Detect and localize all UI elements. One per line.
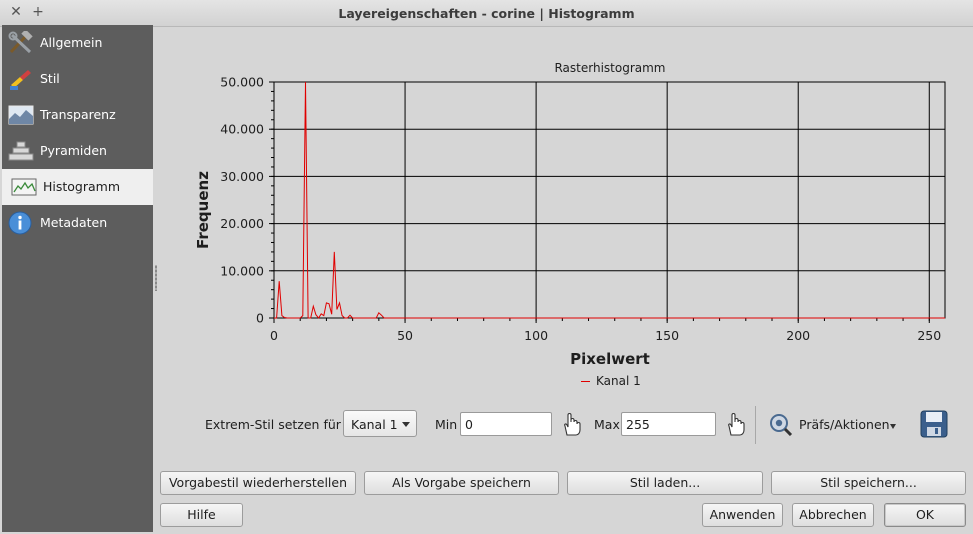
sidebar-item-label: Pyramiden — [40, 143, 107, 158]
x-tick-label: 250 — [917, 328, 941, 343]
max-label: Max — [594, 417, 620, 432]
load-style-button[interactable]: Stil laden... — [567, 471, 763, 495]
title-bar: ✕ + Layereigenschaften - corine | Histog… — [0, 0, 973, 27]
sidebar-item-label: Metadaten — [40, 215, 108, 230]
ok-button[interactable]: OK — [884, 503, 966, 527]
save-as-default-button[interactable]: Als Vorgabe speichern — [364, 471, 559, 495]
pick-min-hand-icon[interactable] — [559, 411, 583, 437]
cancel-button[interactable]: Abbrechen — [792, 503, 874, 527]
prefs-actions-label: Präfs/Aktionen — [799, 417, 890, 432]
apply-button[interactable]: Anwenden — [702, 503, 783, 527]
legend-swatch — [581, 381, 590, 382]
histogram-icon — [11, 178, 37, 196]
y-tick-label: 30.000 — [220, 169, 264, 184]
save-style-button[interactable]: Stil speichern... — [771, 471, 966, 495]
pyramid-icon — [8, 141, 34, 161]
x-tick-label: 0 — [270, 328, 278, 343]
plot-frame — [273, 81, 946, 319]
sidebar: Allgemein Stil Transparenz Pyramiden His… — [2, 25, 153, 532]
chart-legend: Kanal 1 — [581, 374, 641, 388]
splitter-handle[interactable] — [155, 265, 157, 291]
sidebar-item-label: Stil — [40, 71, 60, 86]
save-icon[interactable] — [920, 409, 948, 439]
y-tick-label: 50.000 — [220, 75, 264, 90]
extrem-style-label: Extrem-Stil setzen für — [205, 417, 341, 432]
y-tick-label: 0 — [256, 311, 264, 326]
sidebar-item-stil[interactable]: Stil — [2, 61, 153, 97]
band-select-value: Kanal 1 — [351, 417, 398, 432]
max-field[interactable] — [621, 412, 716, 436]
y-tick-label: 10.000 — [220, 263, 264, 278]
x-axis-label: Pixelwert — [570, 350, 650, 368]
help-button[interactable]: Hilfe — [160, 503, 243, 527]
add-window-icon[interactable]: + — [32, 4, 44, 20]
sidebar-item-allgemein[interactable]: Allgemein — [2, 25, 153, 61]
sidebar-item-label: Histogramm — [43, 179, 121, 194]
chart-title: Rasterhistogramm — [554, 61, 666, 75]
chevron-down-icon — [890, 424, 896, 429]
band-select[interactable]: Kanal 1 — [343, 410, 417, 437]
legend-label: Kanal 1 — [596, 374, 641, 388]
chevron-down-icon — [402, 422, 410, 427]
window-title: Layereigenschaften - corine | Histogramm — [338, 6, 635, 21]
tools-icon — [8, 31, 33, 54]
series-line-kanal-1 — [274, 81, 945, 319]
toolbar-separator — [755, 406, 756, 444]
sidebar-item-transparenz[interactable]: Transparenz — [2, 97, 153, 133]
x-tick-label: 200 — [786, 328, 810, 343]
y-tick-label: 40.000 — [220, 122, 264, 137]
x-tick-label: 150 — [655, 328, 679, 343]
x-tick-label: 100 — [524, 328, 548, 343]
min-label: Min — [435, 417, 458, 432]
info-icon — [8, 211, 32, 235]
gear-search-icon — [770, 414, 793, 436]
sidebar-item-pyramiden[interactable]: Pyramiden — [2, 133, 153, 169]
transparency-icon — [8, 105, 34, 125]
pick-max-hand-icon[interactable] — [723, 411, 747, 437]
max-input[interactable] — [622, 413, 715, 435]
sidebar-item-label: Transparenz — [40, 107, 116, 122]
min-input[interactable] — [461, 413, 551, 435]
sidebar-item-histogramm[interactable]: Histogramm — [2, 169, 153, 205]
x-tick-label: 50 — [397, 328, 413, 343]
min-field[interactable] — [460, 412, 552, 436]
sidebar-item-label: Allgemein — [40, 35, 103, 50]
y-tick-label: 20.000 — [220, 216, 264, 231]
sidebar-item-metadaten[interactable]: Metadaten — [2, 205, 153, 241]
restore-default-style-button[interactable]: Vorgabestil wiederherstellen — [160, 471, 356, 495]
paintbrush-icon — [10, 70, 31, 90]
close-window-icon[interactable]: ✕ — [10, 4, 22, 20]
